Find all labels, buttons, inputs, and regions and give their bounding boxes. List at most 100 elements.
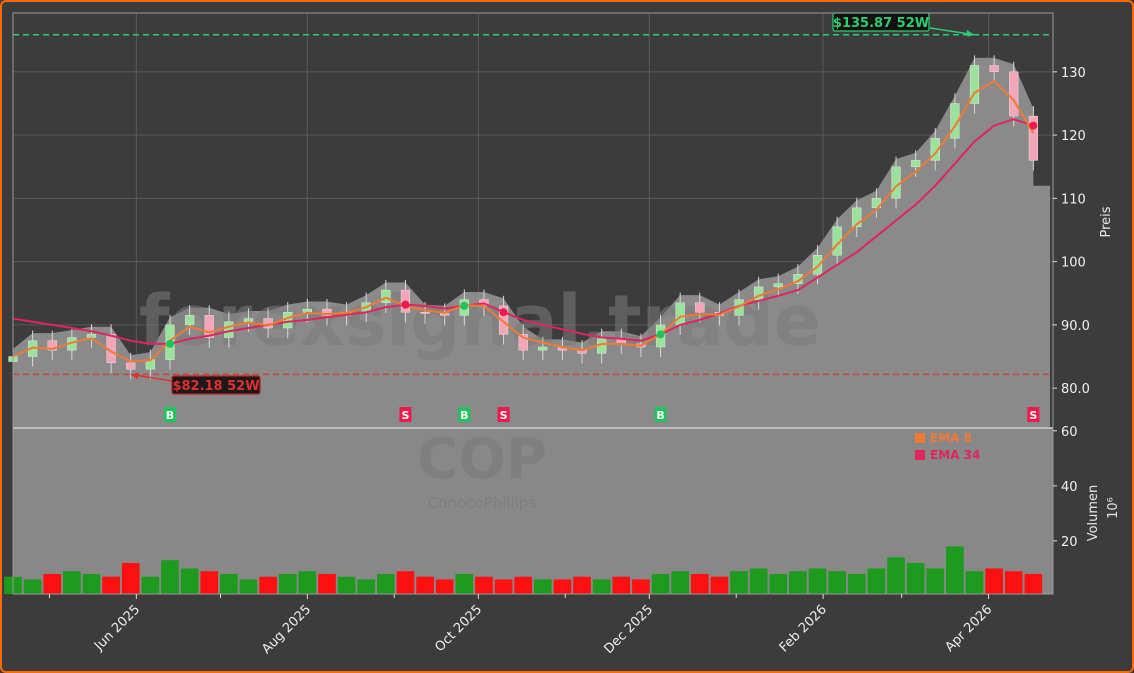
volume-bar: [926, 568, 945, 594]
volume-bar: [239, 579, 258, 594]
volume-bar: [710, 576, 729, 594]
volume-bar: [180, 568, 199, 594]
candle-down: [204, 315, 214, 338]
volume-bar: [337, 576, 356, 594]
signal-label: B: [460, 409, 468, 422]
candle-up: [675, 302, 685, 326]
candle-up: [184, 315, 195, 326]
price-axis-label: Preis: [1099, 206, 1114, 237]
volume-bar: [161, 560, 179, 594]
candle-down: [126, 362, 136, 370]
volume-bar: [769, 573, 788, 594]
candle-down: [420, 312, 430, 314]
buy-signal-dot: [165, 339, 174, 348]
volume-bar: [220, 573, 238, 594]
volume-bar: [573, 576, 591, 594]
candle-up: [891, 166, 901, 199]
volume-bar: [416, 576, 434, 594]
52w-high-arrowhead: [966, 29, 975, 37]
watermark-company: ConocoPhillips: [428, 494, 537, 512]
volume-bar: [435, 579, 454, 594]
price-area: [13, 57, 1050, 428]
volume-bar: [651, 573, 670, 594]
buy-signal-dot: [656, 330, 665, 339]
candle-up: [930, 138, 940, 161]
volume-tick-label: 40: [1061, 480, 1078, 495]
volume-bar: [514, 576, 533, 594]
volume-bar: [1004, 571, 1023, 594]
candle-down: [47, 340, 57, 351]
volume-axis-label: Volumen: [1086, 485, 1101, 542]
candle-up: [86, 334, 97, 338]
date-tick-label: Dec 2025: [601, 602, 656, 657]
volume-bar: [318, 573, 336, 594]
buy-signal-dot: [460, 301, 469, 310]
candle-up: [950, 103, 960, 139]
volume-bar: [43, 573, 62, 594]
price-tick-label: 100: [1061, 256, 1086, 271]
52w-low-box: [171, 375, 261, 395]
volume-bar: [553, 579, 572, 594]
candle-down: [518, 334, 528, 351]
buy-signal-badge: [458, 407, 471, 422]
volume-bar: [23, 579, 42, 594]
volume-bar: [377, 573, 395, 594]
sell-signal-badge: [1027, 407, 1040, 422]
signal-label: S: [401, 409, 409, 422]
date-tick-label: Oct 2025: [432, 602, 485, 655]
candle-up: [597, 338, 607, 354]
candle-down: [1009, 71, 1019, 117]
sell-signal-badge: [497, 407, 510, 422]
watermark-text: forexsignal.trade: [139, 280, 821, 362]
52w-annotations: $135.87 52W $82.18 52W: [13, 12, 1053, 395]
candle-up: [773, 283, 783, 288]
volume-bar: [494, 579, 513, 594]
signal-label: B: [166, 409, 174, 422]
volume-bar: [985, 568, 1003, 594]
buy-signal-badge: [163, 407, 176, 422]
sell-signal-badge: [399, 407, 412, 422]
volume-bar: [475, 576, 493, 594]
candle-down: [322, 308, 332, 316]
volume-bar: [298, 571, 317, 594]
candle-up: [302, 308, 312, 313]
candle-up: [969, 65, 980, 104]
volume-bar: [82, 573, 101, 594]
date-tick-label: Jun 2025: [91, 602, 143, 654]
volume-bar: [632, 579, 650, 594]
volume-pane: [13, 428, 1053, 594]
volume-bar: [690, 573, 709, 594]
volume-bar: [278, 573, 297, 594]
volume-bar: [1024, 573, 1043, 594]
volume-bar: [828, 571, 846, 594]
candle-up: [381, 289, 391, 303]
legend-ema34-swatch: [915, 450, 925, 460]
volume-bar: [808, 568, 827, 594]
volume-bar: [867, 568, 886, 594]
candle-down: [498, 305, 509, 335]
volume-bar: [906, 562, 925, 594]
legend-ema34-label: EMA 34: [930, 448, 980, 462]
volume-bar: [121, 562, 140, 594]
volume-bar: [63, 571, 81, 594]
candle-up: [911, 160, 921, 167]
volume-bar: [592, 579, 611, 594]
candle-up: [852, 207, 862, 228]
52w-low-label: $82.18 52W: [172, 379, 259, 394]
sell-signal-dot: [401, 300, 410, 309]
volume-bar: [847, 573, 866, 594]
candle-down: [989, 65, 999, 73]
52w-high-label: $135.87 52W: [833, 16, 929, 31]
price-tick-label: 120: [1061, 129, 1086, 144]
volume-bar: [887, 557, 905, 594]
signal-label: B: [656, 409, 664, 422]
date-tick-label: Aug 2025: [259, 602, 314, 657]
candle-down: [695, 302, 705, 313]
plot-border: [12, 12, 1054, 595]
price-tick-label: 110: [1061, 192, 1086, 207]
price-tick-label: 80.0: [1061, 382, 1090, 397]
candle-down: [1028, 115, 1038, 161]
ema34-line: [12, 118, 1034, 345]
